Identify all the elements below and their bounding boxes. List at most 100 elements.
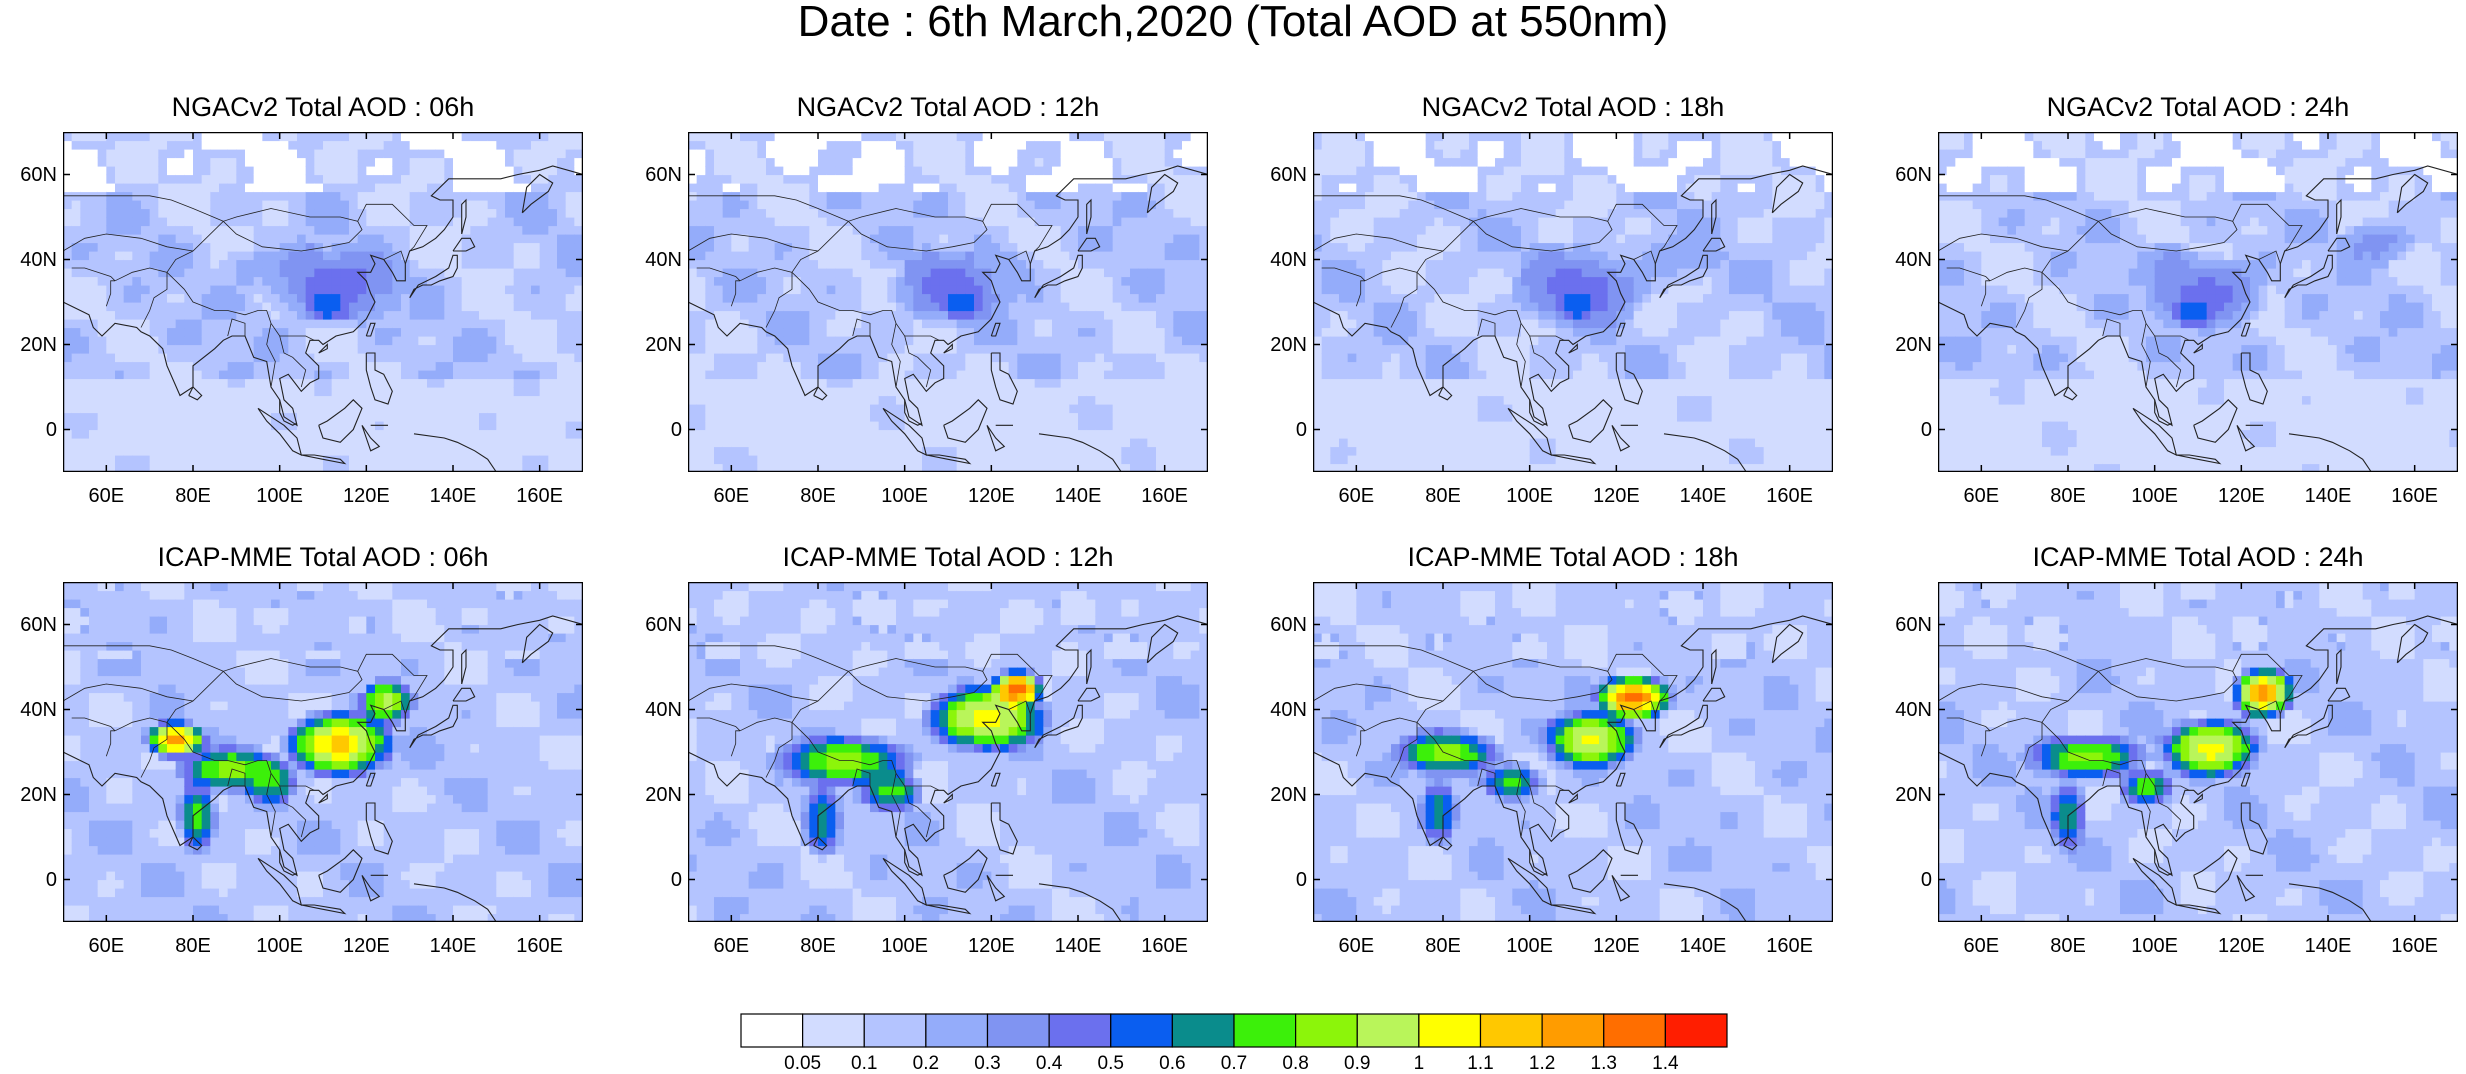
y-tick-label: 40N bbox=[17, 700, 57, 720]
colorbar-swatch bbox=[1296, 1014, 1358, 1047]
x-tick-label: 60E bbox=[701, 936, 761, 956]
colorbar-swatch bbox=[1542, 1014, 1604, 1047]
y-tick-label: 60N bbox=[642, 615, 682, 635]
x-tick-label: 60E bbox=[1326, 486, 1386, 506]
x-tick-label: 60E bbox=[1951, 486, 2011, 506]
colorbar bbox=[739, 1013, 1729, 1049]
colorbar-label: 1.4 bbox=[1640, 1054, 1690, 1073]
x-tick-label: 80E bbox=[2038, 936, 2098, 956]
y-tick-label: 40N bbox=[1892, 700, 1932, 720]
y-tick-label: 40N bbox=[17, 250, 57, 270]
y-tick-label: 0 bbox=[1267, 870, 1307, 890]
aod-map-canvas bbox=[63, 582, 583, 922]
colorbar-swatch bbox=[803, 1014, 865, 1047]
x-tick-label: 100E bbox=[250, 936, 310, 956]
aod-map-canvas bbox=[1313, 132, 1833, 472]
colorbar-label: 0.2 bbox=[901, 1054, 951, 1073]
y-tick-label: 20N bbox=[1892, 335, 1932, 355]
colorbar-label: 0.5 bbox=[1086, 1054, 1136, 1073]
colorbar-label: 0.9 bbox=[1332, 1054, 1382, 1073]
y-tick-label: 60N bbox=[1267, 615, 1307, 635]
x-tick-label: 120E bbox=[961, 936, 1021, 956]
y-tick-label: 60N bbox=[17, 165, 57, 185]
x-tick-label: 120E bbox=[961, 486, 1021, 506]
colorbar-label: 0.7 bbox=[1209, 1054, 1259, 1073]
panel-title: ICAP-MME Total AOD : 18h bbox=[1313, 542, 1833, 572]
aod-map-canvas bbox=[1313, 582, 1833, 922]
colorbar-swatch bbox=[926, 1014, 988, 1047]
y-tick-label: 20N bbox=[1892, 785, 1932, 805]
x-tick-label: 120E bbox=[2211, 936, 2271, 956]
colorbar-swatch bbox=[1172, 1014, 1234, 1047]
x-tick-label: 160E bbox=[510, 936, 570, 956]
colorbar-label: 1.3 bbox=[1579, 1054, 1629, 1073]
x-tick-label: 140E bbox=[1673, 486, 1733, 506]
x-tick-label: 100E bbox=[1500, 486, 1560, 506]
colorbar-label: 0.8 bbox=[1271, 1054, 1321, 1073]
x-tick-label: 120E bbox=[2211, 486, 2271, 506]
colorbar-swatch bbox=[1234, 1014, 1296, 1047]
x-tick-label: 160E bbox=[1760, 486, 1820, 506]
y-tick-label: 0 bbox=[17, 420, 57, 440]
y-tick-label: 40N bbox=[1892, 250, 1932, 270]
x-tick-label: 160E bbox=[1135, 486, 1195, 506]
aod-map-canvas bbox=[688, 132, 1208, 472]
aod-map-canvas bbox=[688, 582, 1208, 922]
y-tick-label: 60N bbox=[1892, 615, 1932, 635]
x-tick-label: 80E bbox=[163, 936, 223, 956]
colorbar-label: 0.1 bbox=[839, 1054, 889, 1073]
x-tick-label: 100E bbox=[2125, 936, 2185, 956]
y-tick-label: 20N bbox=[1267, 785, 1307, 805]
colorbar-label: 1.1 bbox=[1456, 1054, 1506, 1073]
y-tick-label: 20N bbox=[1267, 335, 1307, 355]
x-tick-label: 140E bbox=[1048, 936, 1108, 956]
x-tick-label: 160E bbox=[1760, 936, 1820, 956]
y-tick-label: 40N bbox=[642, 700, 682, 720]
x-tick-label: 80E bbox=[1413, 486, 1473, 506]
x-tick-label: 160E bbox=[2385, 936, 2445, 956]
colorbar-label: 0.6 bbox=[1147, 1054, 1197, 1073]
colorbar-swatch bbox=[741, 1014, 803, 1047]
y-tick-label: 60N bbox=[1892, 165, 1932, 185]
panel-title: NGACv2 Total AOD : 06h bbox=[63, 92, 583, 122]
figure-title: Date : 6th March,2020 (Total AOD at 550n… bbox=[0, 0, 2466, 44]
colorbar-label: 1.2 bbox=[1517, 1054, 1567, 1073]
y-tick-label: 60N bbox=[1267, 165, 1307, 185]
y-tick-label: 60N bbox=[642, 165, 682, 185]
x-tick-label: 160E bbox=[510, 486, 570, 506]
x-tick-label: 160E bbox=[2385, 486, 2445, 506]
x-tick-label: 140E bbox=[423, 486, 483, 506]
panel-title: NGACv2 Total AOD : 24h bbox=[1938, 92, 2458, 122]
x-tick-label: 140E bbox=[2298, 486, 2358, 506]
y-tick-label: 20N bbox=[17, 335, 57, 355]
y-tick-label: 20N bbox=[642, 335, 682, 355]
x-tick-label: 140E bbox=[1673, 936, 1733, 956]
colorbar-swatch bbox=[988, 1014, 1050, 1047]
x-tick-label: 80E bbox=[1413, 936, 1473, 956]
aod-map-canvas bbox=[1938, 132, 2458, 472]
x-tick-label: 140E bbox=[1048, 486, 1108, 506]
colorbar-swatch bbox=[1604, 1014, 1666, 1047]
aod-map-canvas bbox=[63, 132, 583, 472]
colorbar-swatch bbox=[1665, 1014, 1727, 1047]
y-tick-label: 40N bbox=[1267, 700, 1307, 720]
x-tick-label: 80E bbox=[2038, 486, 2098, 506]
colorbar-swatch bbox=[1049, 1014, 1111, 1047]
colorbar-swatch bbox=[1357, 1014, 1419, 1047]
x-tick-label: 80E bbox=[788, 486, 848, 506]
y-tick-label: 0 bbox=[1267, 420, 1307, 440]
y-tick-label: 0 bbox=[1892, 420, 1932, 440]
colorbar-label: 0.3 bbox=[963, 1054, 1013, 1073]
colorbar-swatch bbox=[864, 1014, 926, 1047]
